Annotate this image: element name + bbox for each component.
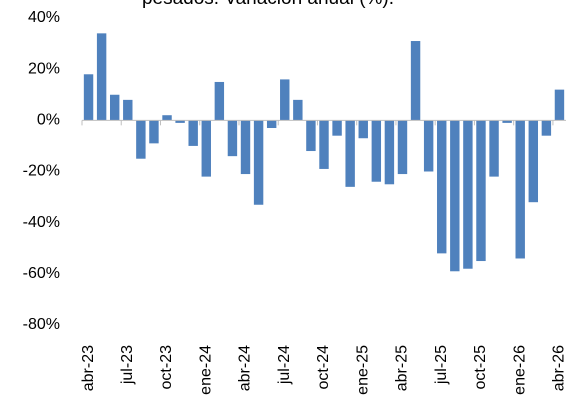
bar	[266, 120, 277, 129]
x-tick-label: abr-25	[394, 345, 411, 391]
bar	[306, 120, 316, 152]
bar	[345, 120, 355, 187]
bar	[201, 120, 211, 177]
y-tick-label: 20%	[28, 60, 60, 77]
x-tick-label: abr-26	[551, 345, 568, 391]
bar	[384, 120, 395, 185]
bar	[476, 120, 486, 262]
bar	[319, 120, 329, 169]
bar	[136, 120, 146, 159]
y-tick-label: -40%	[23, 214, 60, 231]
bar	[528, 120, 539, 203]
x-tick-label: abr-23	[80, 345, 97, 391]
bar	[502, 120, 512, 123]
x-tick-label: jul-23	[119, 345, 136, 385]
bar	[149, 120, 159, 144]
bar	[280, 79, 290, 121]
bar	[240, 120, 251, 175]
x-tick-label: oct-24	[315, 345, 332, 390]
bar	[214, 81, 225, 121]
bar	[463, 120, 473, 269]
bar	[397, 120, 408, 175]
bar	[96, 33, 107, 121]
bar	[332, 120, 342, 136]
x-tick-label: ene-25	[354, 345, 371, 395]
x-tick-label: oct-25	[472, 345, 489, 390]
bar	[109, 94, 120, 121]
x-tick-label: ene-26	[511, 345, 528, 395]
bar	[541, 120, 552, 136]
bar	[554, 89, 565, 121]
bar	[175, 120, 185, 123]
x-tick-label: abr-24	[237, 345, 254, 391]
y-tick-label: -20%	[23, 163, 60, 180]
bar	[227, 120, 238, 157]
bar	[123, 99, 133, 121]
bar	[293, 99, 303, 121]
y-tick-label: -80%	[23, 316, 60, 333]
y-tick-label: 0%	[37, 112, 60, 129]
chart-title: pesados. Variación anual (%).	[142, 0, 394, 9]
bar	[410, 41, 421, 121]
bar	[358, 120, 368, 139]
bar	[515, 120, 525, 259]
x-tick-label: ene-24	[197, 345, 214, 395]
bar	[450, 120, 460, 272]
y-tick-label: 40%	[28, 9, 60, 26]
bar	[489, 120, 499, 177]
y-tick-label: -60%	[23, 265, 60, 282]
x-tick-label: jul-24	[276, 345, 293, 385]
bar	[188, 120, 198, 146]
bar	[162, 115, 172, 121]
bar	[83, 74, 94, 121]
x-tick-label: jul-25	[433, 345, 450, 385]
bar	[423, 120, 434, 172]
x-tick-label: oct-23	[158, 345, 175, 390]
bar	[253, 120, 264, 205]
bar	[371, 120, 382, 182]
bar	[437, 120, 447, 254]
